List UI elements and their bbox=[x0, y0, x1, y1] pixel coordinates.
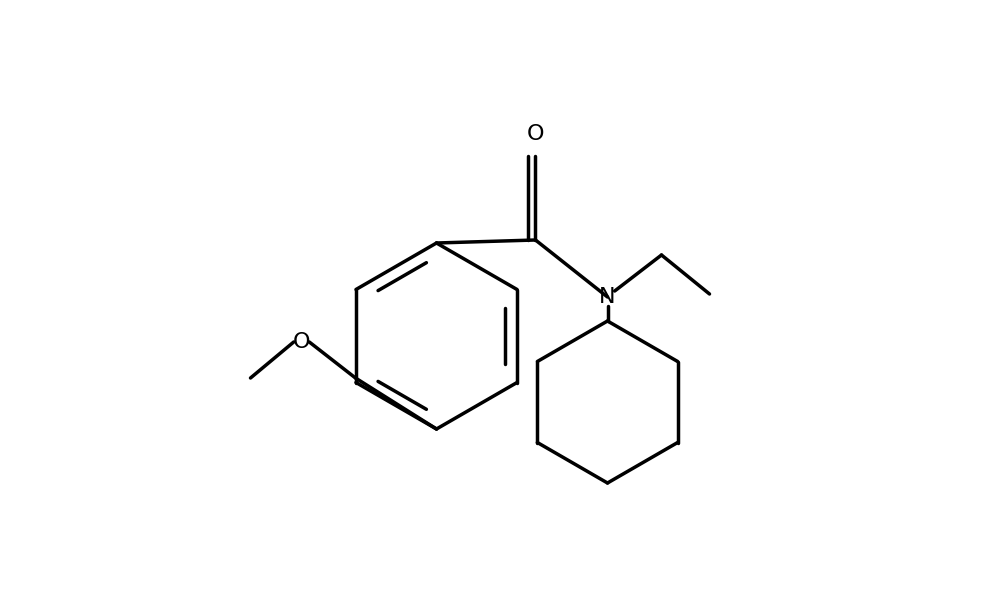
Text: O: O bbox=[526, 124, 544, 144]
Text: O: O bbox=[293, 332, 310, 352]
Text: N: N bbox=[599, 287, 616, 307]
